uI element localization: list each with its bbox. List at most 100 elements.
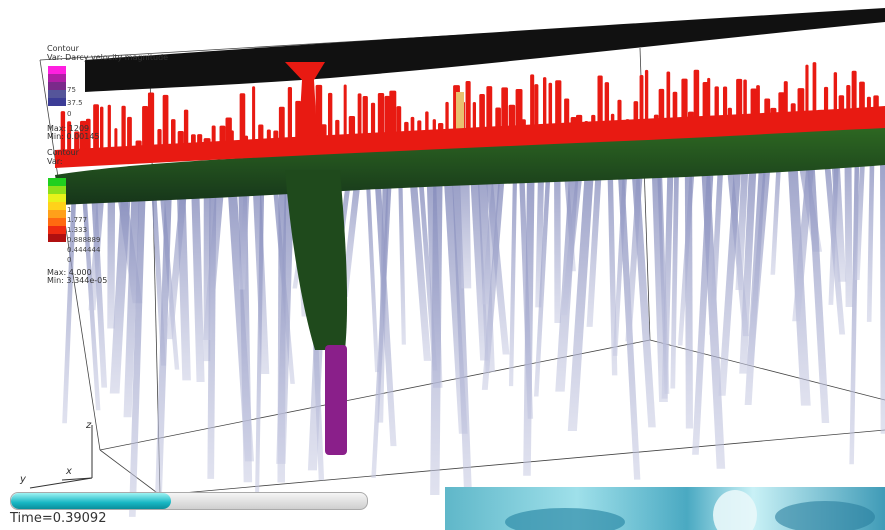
spike — [162, 94, 169, 151]
finger — [276, 161, 296, 464]
spike — [239, 93, 246, 147]
legend-min: Min: 0.00145 — [47, 132, 100, 141]
spike — [79, 120, 87, 154]
spike — [530, 74, 535, 134]
yellow-spike — [456, 92, 464, 147]
inset-photo — [445, 487, 885, 530]
finger — [481, 148, 503, 305]
legend-swatch — [48, 82, 66, 90]
finger — [371, 155, 394, 478]
spike — [278, 106, 285, 145]
legend-max: Max: 1209 — [47, 124, 90, 133]
spike — [501, 87, 508, 135]
finger — [155, 168, 173, 493]
spike — [93, 104, 99, 154]
finger — [677, 137, 697, 346]
spike — [147, 92, 155, 151]
legend-tick: 37.5 — [67, 99, 83, 107]
spike — [548, 82, 553, 133]
legend-title: Contour — [47, 44, 79, 53]
legend-swatch — [48, 186, 66, 194]
finger — [407, 154, 432, 361]
finger — [254, 162, 265, 503]
finger — [828, 128, 841, 305]
legend-swatch — [48, 210, 66, 218]
legend-tick: 0 — [67, 256, 72, 264]
spike — [357, 93, 362, 142]
spike — [107, 104, 111, 153]
spike — [114, 128, 118, 153]
legend-tick: 0.888889 — [67, 236, 101, 244]
spike — [370, 102, 376, 141]
finger — [109, 171, 132, 394]
finger — [364, 156, 380, 373]
finger — [746, 132, 774, 365]
legend-swatch — [48, 66, 66, 74]
spike — [555, 80, 562, 133]
finger — [554, 145, 561, 324]
spike — [343, 84, 347, 143]
legend-tick: 1 — [67, 206, 72, 214]
axis-label-x: x — [66, 466, 72, 477]
time-label: Time=0.39092 — [10, 511, 107, 526]
spike — [597, 75, 603, 131]
finger — [128, 170, 147, 517]
finger — [792, 130, 818, 322]
finger — [535, 146, 545, 308]
legend-swatch — [48, 178, 66, 186]
spike — [121, 105, 126, 153]
spike — [534, 84, 539, 134]
legend-swatch — [48, 90, 66, 98]
finger — [166, 167, 190, 340]
legend-tick: 75 — [67, 86, 76, 94]
legend-swatch — [48, 98, 66, 106]
spike — [384, 95, 390, 141]
inset-photo-graphic — [505, 490, 875, 530]
spike — [812, 62, 817, 121]
saturation-legend: Contour Var: 1 1.777 1.333 0.888889 0.44… — [47, 148, 107, 285]
finger — [625, 140, 645, 342]
finger — [692, 136, 716, 455]
finger — [718, 134, 744, 396]
finger — [586, 142, 604, 327]
spike — [604, 82, 610, 131]
spike — [639, 74, 644, 129]
spike — [74, 131, 80, 155]
spike — [465, 81, 471, 137]
finger — [709, 135, 725, 335]
legend-min: Min: 3.344e-05 — [47, 276, 108, 285]
finger — [481, 148, 507, 390]
spike — [542, 77, 547, 134]
spike — [445, 101, 449, 138]
purple-plume — [325, 345, 347, 455]
saturation-color-swatches — [48, 178, 66, 242]
spike — [681, 78, 688, 127]
spike — [60, 111, 66, 155]
spike — [85, 118, 91, 154]
spike — [362, 95, 368, 142]
finger — [508, 147, 518, 387]
spike — [644, 69, 649, 129]
legend-swatch — [48, 194, 66, 202]
spike — [396, 106, 402, 140]
legend-swatch — [48, 74, 66, 82]
finger — [88, 172, 107, 311]
top-slab — [85, 8, 885, 92]
spike — [67, 121, 72, 155]
finger — [560, 143, 586, 316]
spike — [225, 117, 232, 148]
finger — [430, 152, 443, 496]
finger — [661, 138, 675, 399]
legend-swatch — [48, 234, 66, 242]
spike — [833, 72, 838, 120]
finger — [107, 172, 116, 329]
spike — [327, 92, 333, 143]
spike — [486, 86, 493, 136]
velocity-legend: Contour Var: Darcy velocity magnitude 75… — [47, 44, 168, 141]
spike — [479, 94, 485, 136]
legend-tick: 0 — [67, 110, 72, 118]
finger — [202, 165, 226, 340]
time-progress-bar[interactable] — [10, 492, 368, 510]
legend-swatch — [48, 202, 66, 210]
